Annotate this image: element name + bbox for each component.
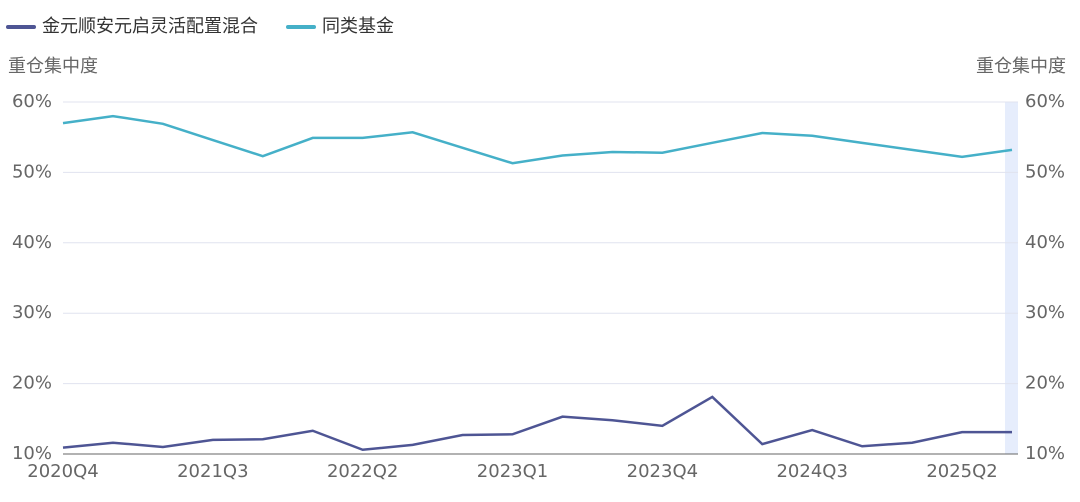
y2-tick-label: 40% bbox=[1025, 232, 1065, 253]
series-line bbox=[62, 395, 1012, 452]
y-tick-label: 40% bbox=[12, 232, 52, 253]
y2-tick-label: 20% bbox=[1025, 373, 1065, 394]
y2-tick-label: 60% bbox=[1025, 91, 1065, 112]
x-tick-label: 2024Q3 bbox=[776, 461, 847, 482]
y-tick-label: 30% bbox=[12, 302, 52, 323]
y-tick-label: 50% bbox=[12, 161, 52, 182]
series-line bbox=[62, 114, 1013, 165]
x-tick-label: 2023Q1 bbox=[477, 461, 548, 482]
x-tick-label: 2023Q4 bbox=[627, 461, 698, 482]
y-tick-label: 20% bbox=[12, 373, 52, 394]
y-tick-label: 60% bbox=[12, 91, 52, 112]
x-tick-label: 2021Q3 bbox=[177, 461, 248, 482]
y2-tick-label: 50% bbox=[1025, 161, 1065, 182]
y-tick-label: 10% bbox=[12, 443, 52, 464]
y2-tick-label: 30% bbox=[1025, 302, 1065, 323]
hover-band bbox=[1005, 102, 1018, 454]
y-axis-title: 重仓集中度 bbox=[8, 56, 98, 77]
legend-label: 金元顺安元启灵活配置混合 bbox=[42, 16, 258, 37]
legend-label: 同类基金 bbox=[322, 16, 394, 37]
x-tick-label: 2020Q4 bbox=[27, 461, 98, 482]
y2-axis-title: 重仓集中度 bbox=[976, 56, 1066, 77]
y2-tick-label: 10% bbox=[1025, 443, 1065, 464]
x-tick-label: 2025Q2 bbox=[926, 461, 997, 482]
x-tick-label: 2022Q2 bbox=[327, 461, 398, 482]
